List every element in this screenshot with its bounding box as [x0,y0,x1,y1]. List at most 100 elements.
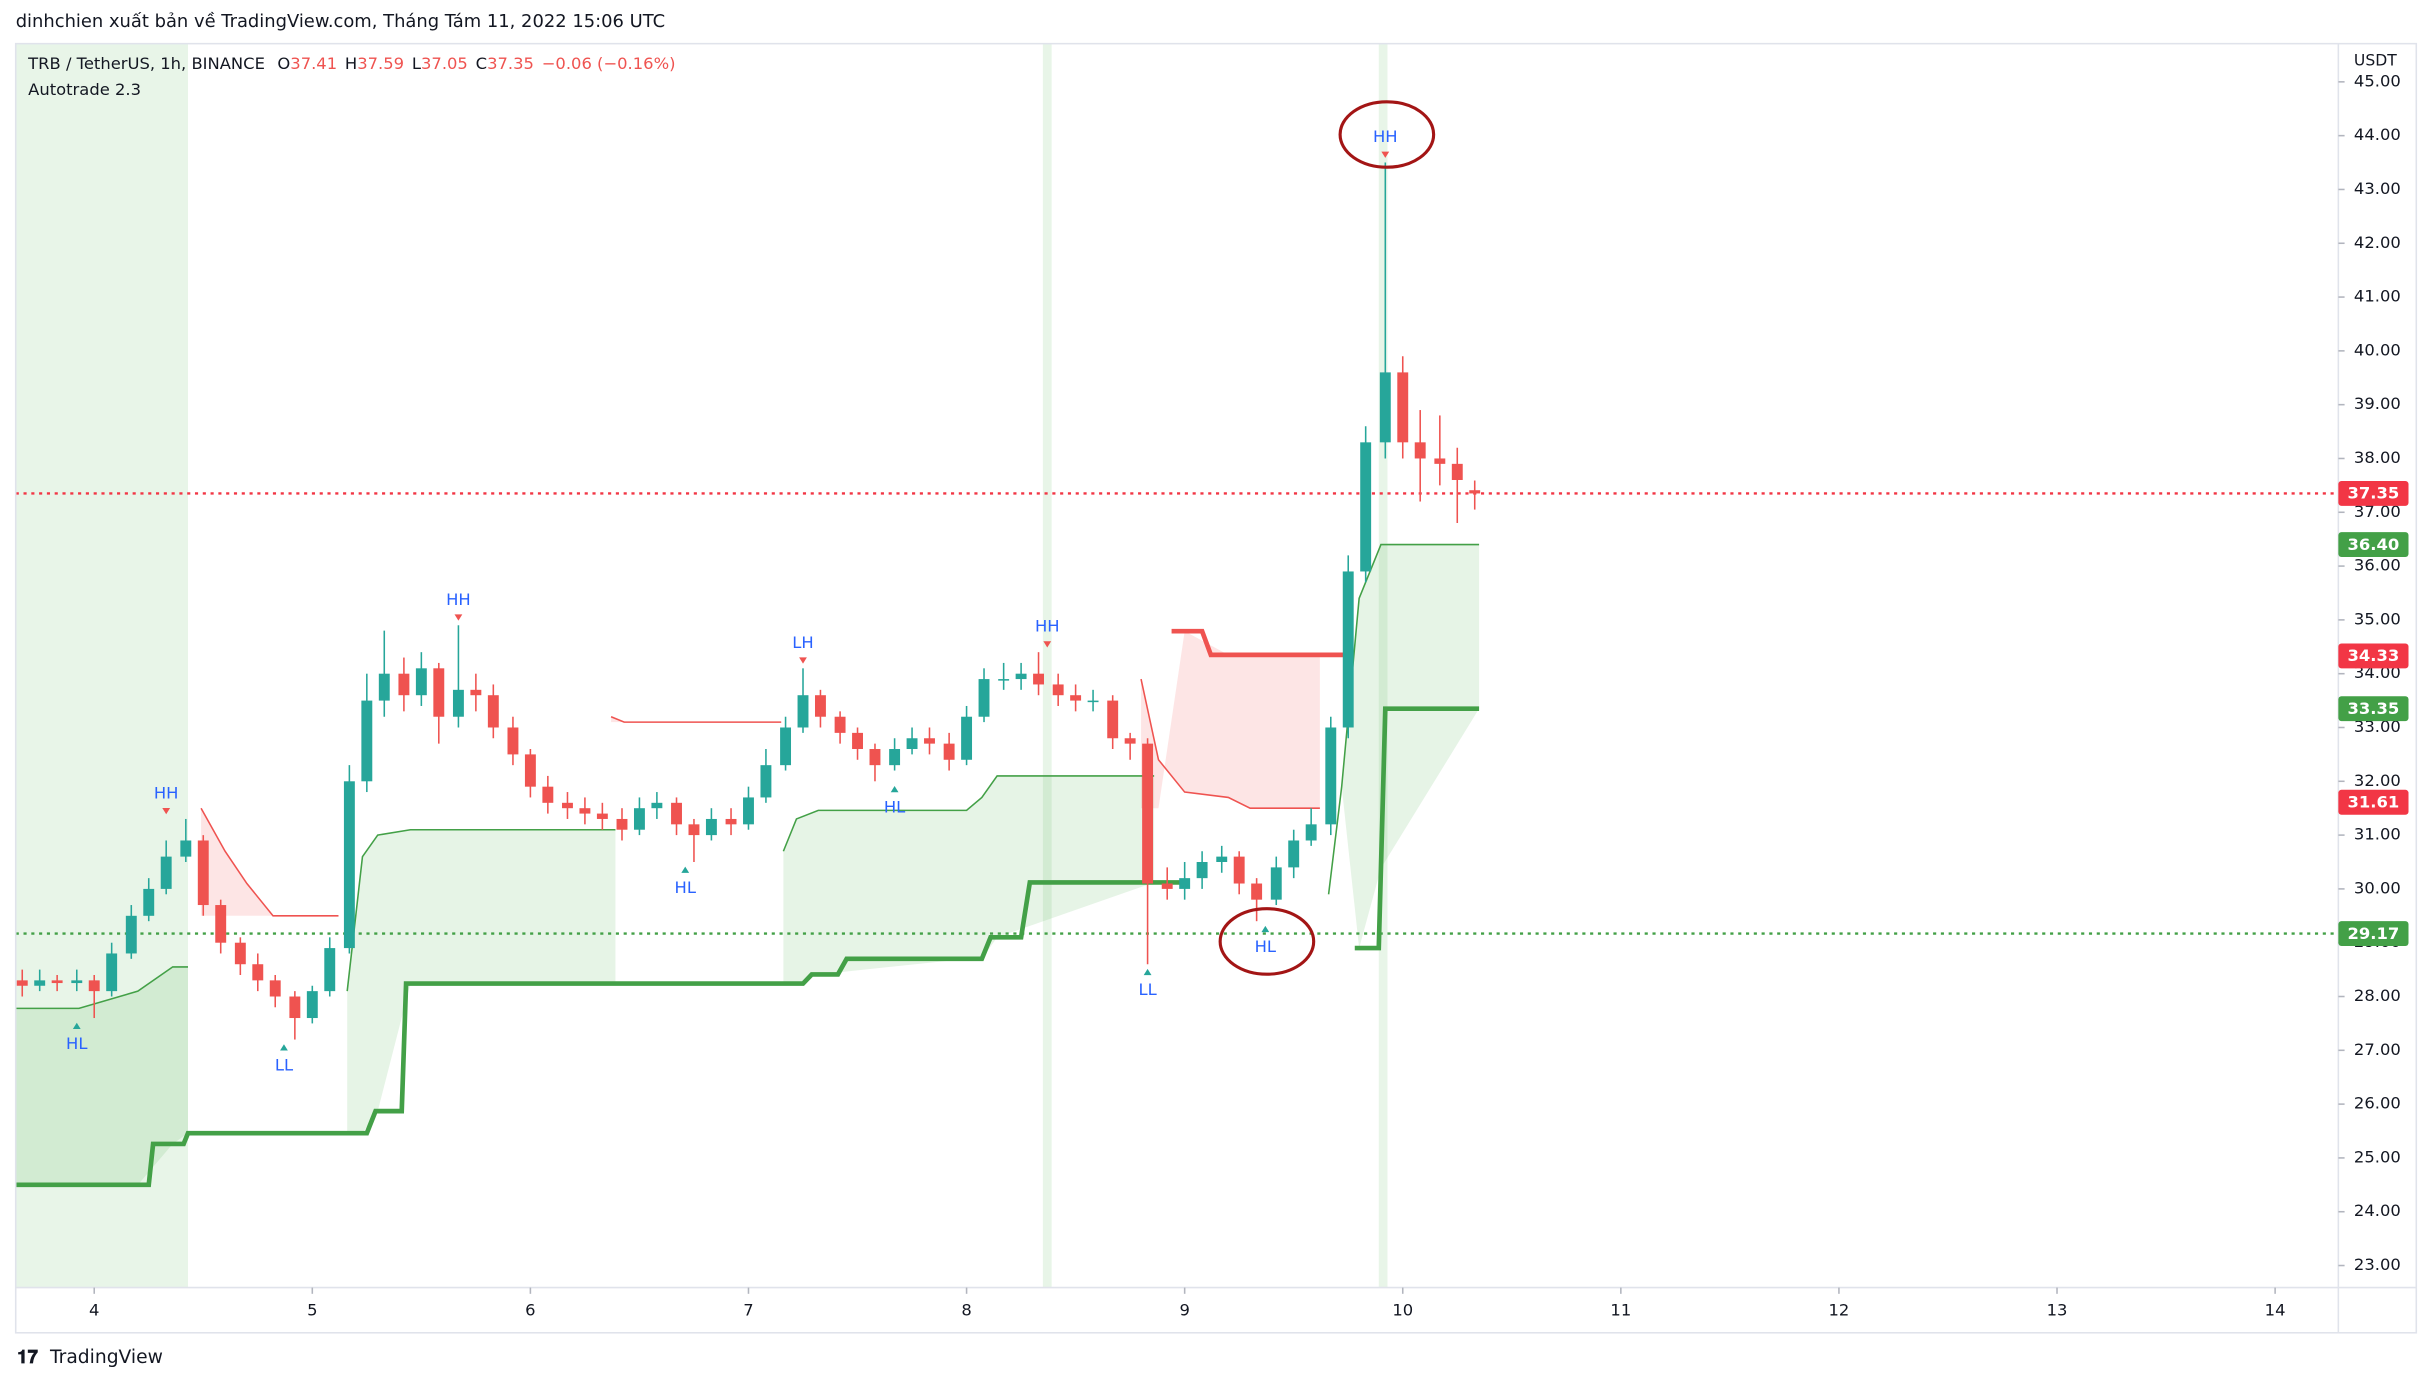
candle-body [269,980,281,997]
logo: TradingView [49,1347,163,1368]
candle-body [215,905,227,943]
pivot-label: LH [792,633,813,652]
pivot-label: LL [275,1056,294,1075]
candle-body [180,840,192,857]
symbol: TRB / TetherUS, 1h, BINANCE [27,53,265,72]
x-tick-label: 7 [743,1300,753,1319]
pivot-label: HL [675,878,697,897]
y-tick-label: 25.00 [2354,1147,2401,1166]
x-tick-label: 10 [1392,1300,1413,1319]
highlight-band [1378,43,1388,1288]
pivot-marker [1261,925,1270,933]
candle-body [1469,490,1481,494]
candle-body [1052,684,1064,696]
candle-body [705,818,717,836]
candle-body [889,749,901,766]
zone-fill [201,808,339,916]
symbol-legend: TRB / TetherUS, 1h, BINANCE O37.41 H37.59 L… [27,53,675,72]
y-tick-label: 44.00 [2354,125,2401,144]
candle-body [197,840,209,906]
candle-body [579,808,591,814]
candle-body [1233,856,1245,884]
pivot-marker [1143,968,1152,976]
candle-body [470,689,482,696]
y-tick-label: 41.00 [2354,287,2401,306]
publisher: dinhchien xuất bản về TradingView.com, T… [16,11,665,32]
candle-body [616,818,628,830]
candle-body [651,802,663,809]
y-tick-label: 35.00 [2354,609,2401,628]
y-tick-label: 23.00 [2354,1255,2401,1274]
candle-body [924,738,935,744]
candle-body [234,942,246,965]
candle-body [1142,743,1154,884]
candle-body [1434,458,1446,464]
candle-body [71,980,83,984]
candle-body [1216,856,1228,863]
pivot-marker [72,1022,81,1029]
x-tick-label: 4 [89,1300,99,1319]
candle-body [143,888,155,916]
price-tag-label: 31.61 [2348,793,2400,812]
pivot-label: HL [884,797,906,816]
candle-body [760,765,772,798]
trail-line [200,678,1320,917]
ohlc-value: 37.05 [421,53,468,72]
x-tick-label: 9 [1179,1300,1189,1319]
logo-mark: 𝟏𝟕 [17,1347,38,1368]
pivot-label: LL [1138,980,1157,999]
y-tick-label: 42.00 [2354,233,2401,252]
y-tick-label: 33.00 [2354,717,2401,736]
candle-body [562,802,573,809]
candle-body [507,727,519,755]
candle-body [542,786,554,803]
y-tick-label: 37.00 [2354,502,2401,521]
y-tick-label: 26.00 [2354,1094,2401,1113]
candle-body [743,797,754,825]
candle-body [1196,862,1208,879]
pivot-marker [280,1044,288,1051]
candle-body [1179,878,1191,889]
pivot-marker [890,785,899,793]
x-tick-label: 11 [1610,1300,1631,1319]
candle-body [1451,463,1463,480]
candle-body [160,856,172,889]
candle-body [51,980,63,984]
ohlc-label: C [476,53,487,72]
candle-body [524,754,536,787]
candle-body [1379,372,1391,443]
candle-body [725,818,737,825]
zone-fill [1141,631,1320,809]
candle-body [452,689,464,717]
pivot-label: HL [66,1034,88,1053]
y-tick-label: 31.00 [2354,825,2401,844]
price-tag [2338,643,2409,669]
y-tick-label: 39.00 [2354,394,2401,413]
y-tick-label: 43.00 [2354,179,2401,198]
pivot-label: HH [446,590,471,609]
candle-body [289,996,301,1019]
candle-body [943,743,955,760]
trail-line [15,543,1480,1010]
price-tag [2338,532,2409,558]
price-unit: USDT [2354,51,2397,69]
price-tag-label: 36.40 [2348,535,2400,554]
candle-body [1288,840,1300,868]
candle-body [1305,824,1317,841]
y-tick-label: 38.00 [2354,448,2401,467]
candle-body [1360,442,1372,572]
candle-body [1325,727,1337,825]
candle-body [961,716,973,760]
x-tick-label: 8 [961,1300,971,1319]
frame [14,42,2418,1334]
pivot-label: HH [1373,127,1398,146]
candle-body [378,673,390,701]
price-tag-label: 34.33 [2348,646,2400,665]
indicator-name: Autotrade 2.3 [28,80,141,99]
candle-body [398,673,410,696]
candle-body [324,948,336,992]
price-tag-label: 29.17 [2348,924,2400,943]
candle-body [252,964,264,981]
